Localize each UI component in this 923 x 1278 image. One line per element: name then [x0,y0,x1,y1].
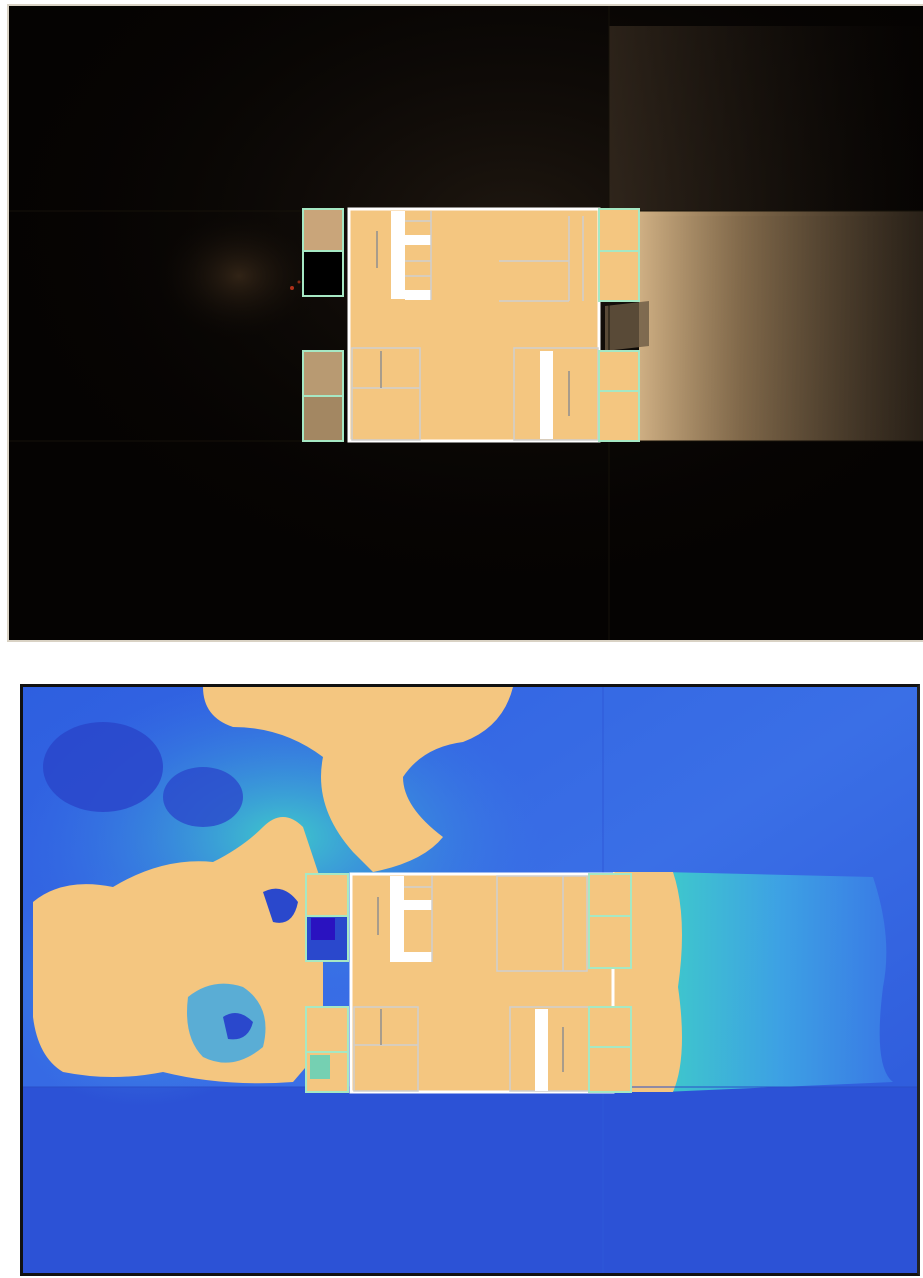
low-pocket [263,888,298,923]
left-room-upper [305,873,349,917]
right-room [588,915,632,969]
partition-white [405,290,431,300]
mixed-pocket [310,1055,330,1079]
left-room-dark [302,250,344,297]
floor-plan [302,207,640,443]
right-room [598,390,640,442]
field-simulation-view [20,684,920,1276]
smoke-plume [639,211,923,441]
partition-white [404,952,432,962]
partition-white [404,900,432,910]
room-outline [353,1006,419,1092]
left-room-lower-1 [305,1006,349,1053]
floor-plan [305,872,632,1094]
room-outline [496,875,588,972]
left-room-lower-1 [302,350,344,397]
low-pocket [163,767,243,827]
right-room [598,208,640,252]
left-room-upper [302,208,344,252]
room-outline [351,347,421,441]
field-simulation-canvas [23,687,917,1273]
ember-spot [297,280,301,284]
cold-core [311,918,335,940]
left-room-lower-2 [302,395,344,442]
main-room [347,207,601,443]
field-lower-band [23,1087,917,1273]
smoke-simulation-canvas [9,6,923,640]
hot-region-top [203,687,513,872]
low-pocket [43,722,163,812]
partition-white [535,1009,548,1091]
ember-cloud [149,206,329,346]
right-room [588,873,632,917]
partition-white [540,351,553,439]
partition-white [405,235,431,245]
smoke-doorway [605,301,649,351]
right-room [598,350,640,392]
jet-flow [663,872,893,1092]
smoke-simulation-view [7,4,923,642]
smoke-wisp-upper [609,26,923,216]
partition-white [390,876,404,962]
low-pocket [223,1013,253,1040]
right-room [588,1046,632,1093]
right-room [598,250,640,302]
ember-spot [290,286,294,290]
right-room [588,1006,632,1048]
partition-white [391,211,405,299]
